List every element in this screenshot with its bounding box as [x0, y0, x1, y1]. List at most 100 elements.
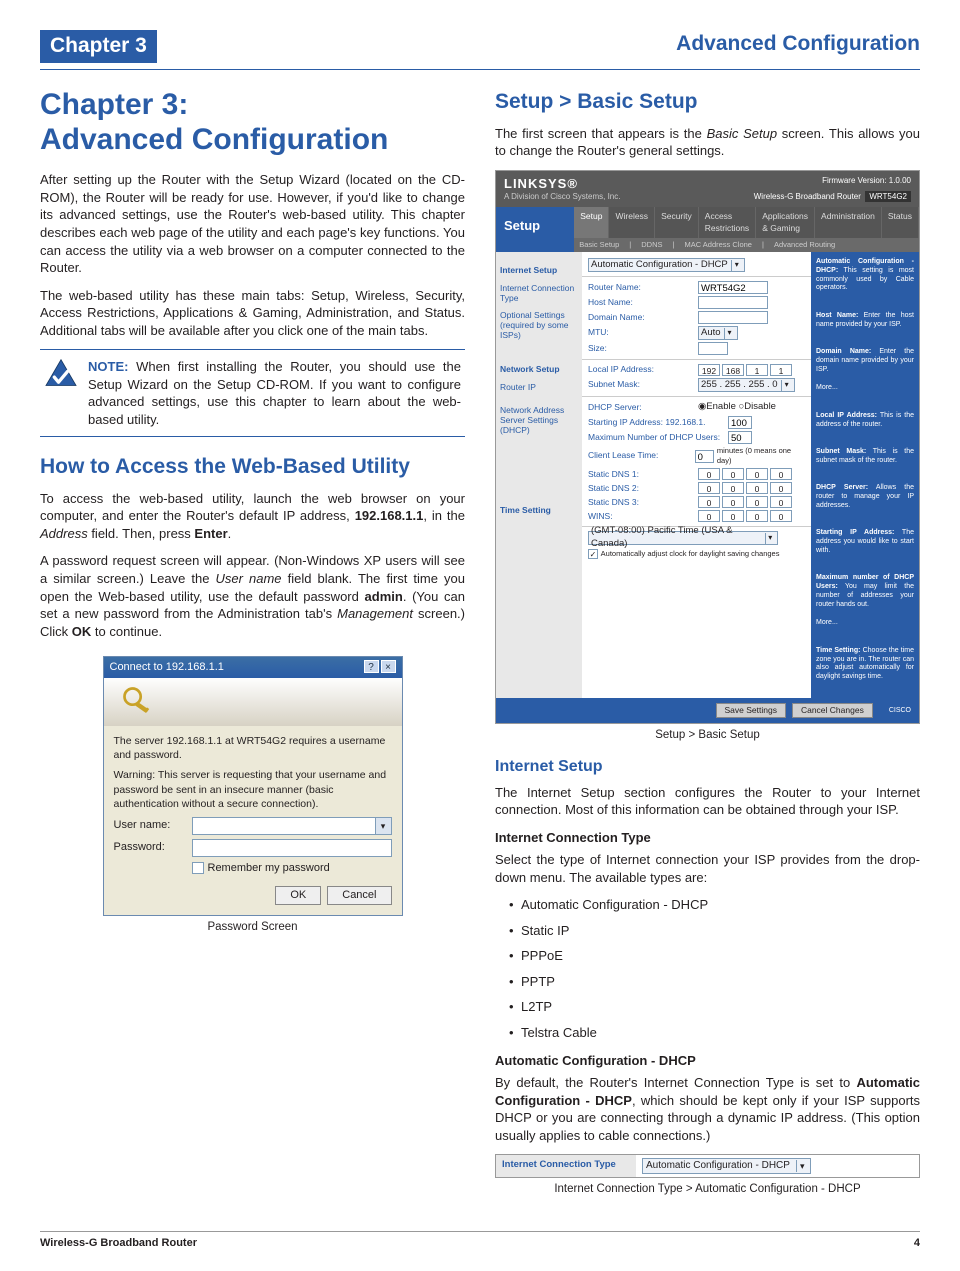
router-mid-panel: Automatic Configuration - DHCP▾ Router N… — [582, 252, 811, 698]
heading-internet-connection-type: Internet Connection Type — [495, 829, 920, 847]
mtu-select[interactable]: Auto▾ — [698, 326, 738, 340]
password-field[interactable] — [192, 839, 392, 857]
help-icon[interactable]: ? — [364, 660, 379, 673]
router-subtab[interactable]: Basic Setup — [574, 238, 624, 252]
timezone-select[interactable]: (GMT-08:00) Pacific Time (USA & Canada)▾ — [588, 531, 778, 545]
dhcp-enable-radio[interactable]: ◉ — [698, 401, 706, 414]
close-icon[interactable]: × — [381, 660, 396, 673]
chevron-down-icon[interactable]: ▾ — [375, 818, 391, 834]
list-item: Static IP — [509, 922, 920, 940]
router-subtab[interactable]: DDNS — [636, 238, 667, 252]
running-header-left: Chapter 3 — [40, 30, 157, 63]
ict-paragraph: Select the type of Internet connection y… — [495, 851, 920, 886]
password-dialog-titlebar: Connect to 192.168.1.1 ?× — [104, 657, 402, 678]
router-brand-sub: A Division of Cisco Systems, Inc. — [504, 192, 620, 203]
dst-checkbox[interactable]: ✓ — [588, 549, 598, 559]
password-dialog-banner — [104, 678, 402, 726]
cisco-logo: CISCO — [889, 706, 911, 715]
list-item: PPPoE — [509, 947, 920, 965]
router-tab[interactable]: Setup — [574, 207, 609, 238]
username-field[interactable]: ▾ — [192, 817, 392, 835]
note-text: NOTE: When first installing the Router, … — [88, 358, 461, 428]
internet-setup-paragraph: The Internet Setup section configures th… — [495, 784, 920, 819]
router-tab[interactable]: Wireless — [609, 207, 655, 238]
host-name-field[interactable] — [698, 296, 768, 309]
list-item: Automatic Configuration - DHCP — [509, 896, 920, 914]
router-tab[interactable]: Security — [655, 207, 699, 238]
footer-product: Wireless-G Broadband Router — [40, 1236, 197, 1251]
router-tab[interactable]: Applications & Gaming — [756, 207, 815, 238]
password-dialog: Connect to 192.168.1.1 ?× The server 192… — [103, 656, 403, 915]
router-sub-tabs: Basic Setup| DDNS| MAC Address Clone| Ad… — [574, 238, 919, 252]
titlebar-buttons: ?× — [362, 660, 396, 675]
running-header-right: Advanced Configuration — [676, 30, 920, 63]
heading-access-utility: How to Access the Web-Based Utility — [40, 453, 465, 481]
size-field[interactable] — [698, 342, 728, 355]
connection-types-list: Automatic Configuration - DHCP Static IP… — [495, 896, 920, 1041]
checkbox-icon[interactable] — [192, 862, 204, 874]
list-item: L2TP — [509, 998, 920, 1016]
router-main-tabs: Setup Wireless Security Access Restricti… — [574, 207, 919, 238]
note-icon — [44, 358, 78, 388]
router-subtab[interactable]: Advanced Routing — [769, 238, 840, 252]
router-screenshot-caption: Setup > Basic Setup — [495, 728, 920, 744]
router-tab-setup-active[interactable]: Setup — [496, 207, 574, 252]
router-setup-screenshot: LINKSYS® A Division of Cisco Systems, In… — [495, 170, 920, 725]
password-dialog-line1: The server 192.168.1.1 at WRT54G2 requir… — [114, 734, 392, 762]
list-item: Telstra Cable — [509, 1024, 920, 1042]
access-paragraph-1: To access the web-based utility, launch … — [40, 490, 465, 543]
router-name-field[interactable]: WRT54G2 — [698, 281, 768, 294]
lease-field[interactable]: 0 — [695, 450, 715, 463]
heading-auto-dhcp: Automatic Configuration - DHCP — [495, 1052, 920, 1070]
router-left-panel: Internet Setup Internet Connection Type … — [496, 252, 582, 698]
product-name: Wireless-G Broadband Router — [754, 192, 861, 201]
username-label: User name: — [114, 818, 192, 833]
heading-internet-setup: Internet Setup — [495, 756, 920, 778]
heading-basic-setup: Setup > Basic Setup — [495, 88, 920, 116]
password-dialog-line2: Warning: This server is requesting that … — [114, 768, 392, 811]
router-tab[interactable]: Status — [882, 207, 919, 238]
note-label: NOTE: — [88, 359, 128, 374]
product-model: WRT54G2 — [865, 191, 911, 202]
intro-paragraph-1: After setting up the Router with the Set… — [40, 171, 465, 276]
intro-paragraph-2: The web-based utility has these main tab… — [40, 287, 465, 340]
internet-conn-type-select[interactable]: Automatic Configuration - DHCP▾ — [588, 258, 745, 272]
chapter-title: Chapter 3: Advanced Configuration — [40, 88, 465, 157]
dns3-field[interactable]: 0000 — [698, 496, 792, 508]
ok-button[interactable]: OK — [275, 886, 321, 905]
ict-strip-select[interactable]: Automatic Configuration - DHCP▾ — [642, 1158, 811, 1174]
chevron-down-icon: ▾ — [731, 260, 742, 271]
ict-strip-screenshot: Internet Connection Type Automatic Confi… — [495, 1154, 920, 1178]
local-ip-field[interactable]: 19216811 — [698, 364, 792, 376]
left-column: Chapter 3: Advanced Configuration After … — [40, 88, 465, 1209]
page-footer: Wireless-G Broadband Router 4 — [40, 1231, 920, 1251]
password-dialog-title: Connect to 192.168.1.1 — [110, 660, 224, 675]
save-settings-button[interactable]: Save Settings — [716, 703, 786, 718]
chevron-down-icon: ▾ — [796, 1160, 808, 1172]
domain-name-field[interactable] — [698, 311, 768, 324]
auto-dhcp-paragraph: By default, the Router's Internet Connec… — [495, 1074, 920, 1144]
router-subtab[interactable]: MAC Address Clone — [679, 238, 757, 252]
remember-password-checkbox[interactable]: Remember my password — [192, 861, 392, 876]
footer-page-number: 4 — [914, 1236, 920, 1251]
access-paragraph-2: A password request screen will appear. (… — [40, 552, 465, 640]
subnet-select[interactable]: 255 . 255 . 255 . 0▾ — [698, 378, 795, 392]
firmware-version: Firmware Version: 1.0.00 — [754, 176, 911, 187]
password-label: Password: — [114, 840, 192, 855]
basic-setup-paragraph: The first screen that appears is the Bas… — [495, 125, 920, 160]
right-column: Setup > Basic Setup The first screen tha… — [495, 88, 920, 1209]
list-item: PPTP — [509, 973, 920, 991]
start-ip-field[interactable]: 100 — [728, 416, 752, 429]
cancel-changes-button[interactable]: Cancel Changes — [792, 703, 873, 718]
ict-strip-label: Internet Connection Type — [496, 1155, 636, 1177]
router-tab[interactable]: Access Restrictions — [699, 207, 756, 238]
note-box: NOTE: When first installing the Router, … — [40, 349, 465, 437]
dns2-field[interactable]: 0000 — [698, 482, 792, 494]
router-tab[interactable]: Administration — [815, 207, 882, 238]
cancel-button[interactable]: Cancel — [327, 886, 391, 905]
max-users-field[interactable]: 50 — [728, 431, 752, 444]
dns1-field[interactable]: 0000 — [698, 468, 792, 480]
ict-strip-caption: Internet Connection Type > Automatic Con… — [495, 1182, 920, 1198]
wins-field[interactable]: 0000 — [698, 510, 792, 522]
router-help-panel: Automatic Configuration - DHCP: This set… — [811, 252, 919, 698]
